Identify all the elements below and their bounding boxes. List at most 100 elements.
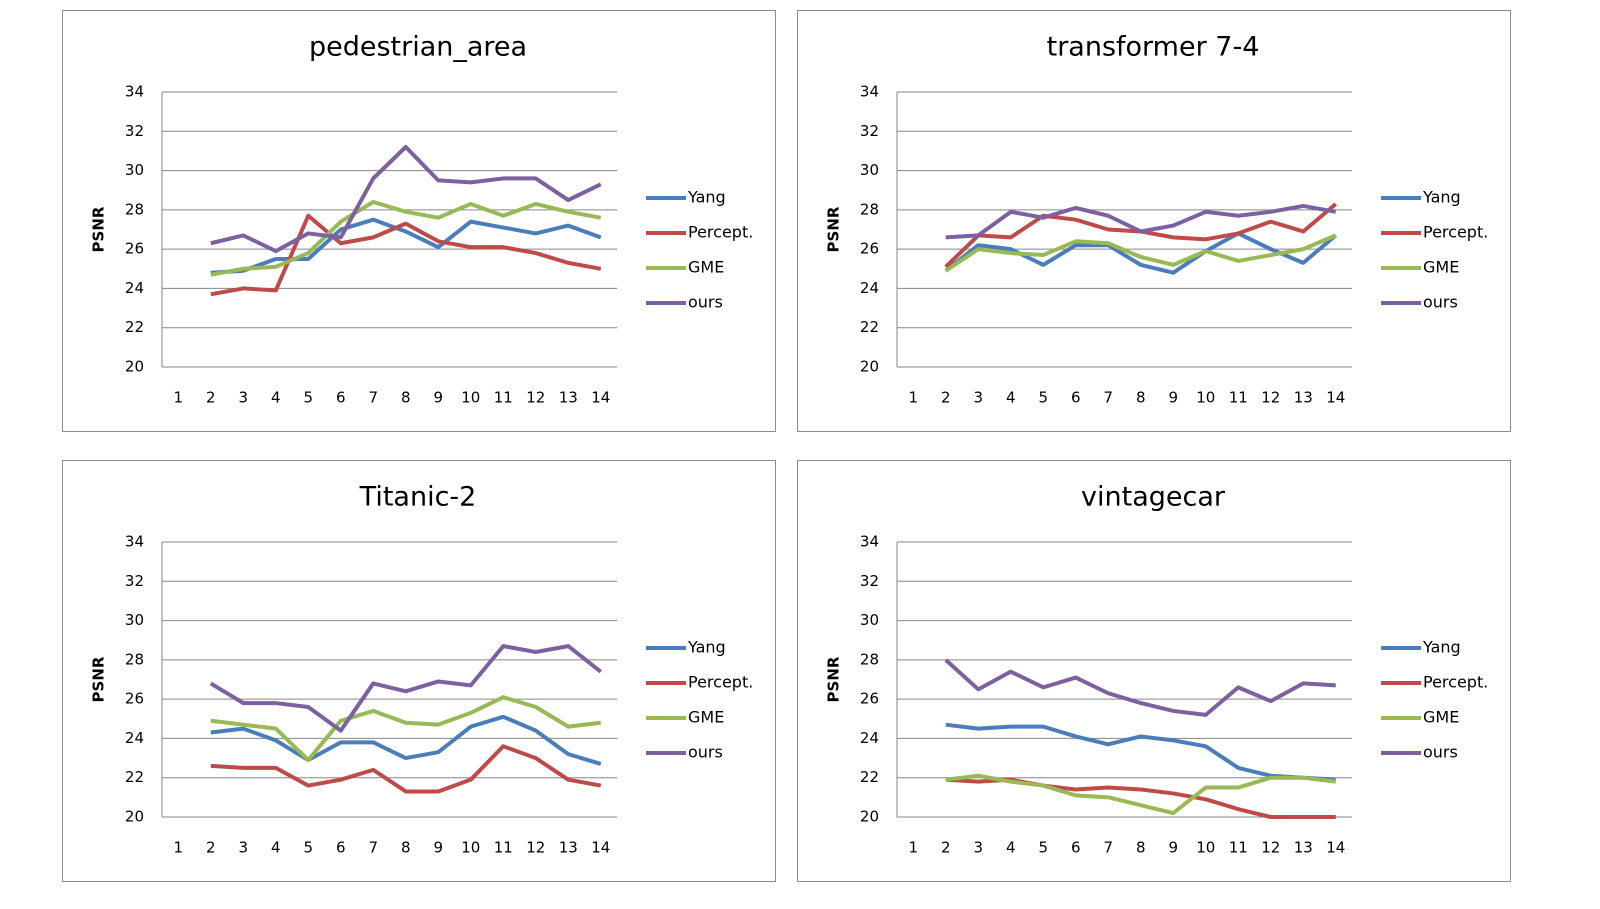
x-tick-label: 2	[941, 389, 951, 407]
x-tick-label: 1	[908, 839, 918, 857]
x-tick-label: 5	[303, 389, 313, 407]
x-tick-label: 12	[1261, 839, 1280, 857]
y-tick-label: 28	[860, 650, 879, 668]
series-line	[944, 233, 1337, 273]
x-tick-label: 3	[238, 389, 248, 407]
x-tick-label: 6	[336, 839, 346, 857]
x-tick-label: 3	[973, 389, 983, 407]
x-tick-label: 14	[591, 839, 610, 857]
y-tick-label: 28	[125, 650, 144, 668]
panel-border	[797, 10, 1511, 432]
x-tick-label: 12	[526, 389, 545, 407]
y-axis-label: PSNR	[825, 656, 843, 702]
x-tick-label: 10	[461, 389, 480, 407]
legend-label: Yang	[1422, 638, 1461, 657]
y-tick-label: 20	[125, 358, 144, 376]
x-tick-label: 9	[433, 389, 443, 407]
y-tick-label: 30	[860, 611, 879, 629]
y-tick-label: 34	[125, 533, 144, 551]
x-tick-label: 7	[368, 839, 378, 857]
panel-border	[62, 460, 776, 882]
x-tick-label: 4	[271, 839, 281, 857]
x-tick-label: 3	[238, 839, 248, 857]
y-tick-label: 20	[860, 808, 879, 826]
legend-label: GME	[688, 258, 724, 277]
x-tick-label: 8	[1136, 389, 1146, 407]
x-tick-label: 2	[941, 839, 951, 857]
x-tick-label: 11	[1229, 389, 1248, 407]
legend-label: GME	[1423, 708, 1459, 727]
x-tick-label: 1	[173, 839, 183, 857]
legend-label: ours	[688, 293, 723, 312]
legend-label: Yang	[1422, 188, 1461, 207]
legend-label: ours	[1423, 743, 1458, 762]
chart-title: pedestrian_area	[309, 32, 527, 63]
x-tick-label: 8	[401, 389, 411, 407]
x-tick-label: 10	[461, 839, 480, 857]
x-tick-label: 14	[1326, 389, 1345, 407]
y-tick-label: 24	[860, 279, 879, 297]
y-tick-label: 30	[125, 161, 144, 179]
x-tick-label: 7	[1103, 389, 1113, 407]
x-tick-label: 5	[1038, 839, 1048, 857]
legend-label: Yang	[687, 638, 726, 657]
x-tick-label: 9	[1168, 839, 1178, 857]
chart-title: transformer 7-4	[1047, 32, 1260, 63]
series-line	[209, 644, 602, 733]
y-tick-label: 28	[125, 200, 144, 218]
y-tick-label: 28	[860, 200, 879, 218]
y-tick-label: 32	[860, 122, 879, 140]
y-tick-label: 32	[860, 572, 879, 590]
x-tick-label: 12	[526, 839, 545, 857]
x-tick-label: 11	[1229, 839, 1248, 857]
series-line	[210, 714, 602, 766]
x-tick-label: 4	[1006, 839, 1016, 857]
y-tick-label: 22	[125, 318, 144, 336]
x-tick-label: 8	[401, 839, 411, 857]
y-axis-label: PSNR	[90, 656, 108, 702]
x-tick-label: 9	[433, 839, 443, 857]
y-tick-label: 32	[125, 122, 144, 140]
x-tick-label: 3	[973, 839, 983, 857]
x-tick-label: 11	[494, 389, 513, 407]
y-tick-label: 26	[125, 690, 144, 708]
legend-label: GME	[1423, 258, 1459, 277]
y-tick-label: 24	[860, 729, 879, 747]
legend-label: ours	[688, 743, 723, 762]
y-tick-label: 22	[125, 768, 144, 786]
y-tick-label: 34	[125, 83, 144, 101]
x-tick-label: 8	[1136, 839, 1146, 857]
series-line	[945, 203, 1337, 240]
legend-label: GME	[688, 708, 724, 727]
y-tick-label: 24	[125, 279, 144, 297]
x-tick-label: 6	[336, 389, 346, 407]
x-tick-label: 14	[1326, 839, 1345, 857]
legend-label: Percept.	[688, 673, 753, 692]
y-tick-label: 30	[125, 611, 144, 629]
y-tick-label: 34	[860, 533, 879, 551]
x-tick-label: 13	[1294, 389, 1313, 407]
x-tick-label: 2	[206, 389, 216, 407]
x-tick-label: 6	[1071, 389, 1081, 407]
y-tick-label: 24	[125, 729, 144, 747]
series-line	[945, 777, 1336, 819]
series-line	[210, 200, 602, 277]
series-line	[944, 658, 1336, 717]
y-tick-label: 22	[860, 768, 879, 786]
y-tick-label: 22	[860, 318, 879, 336]
y-axis-label: PSNR	[825, 206, 843, 252]
x-tick-label: 5	[1038, 389, 1048, 407]
series-line	[210, 217, 602, 275]
legend-label: Percept.	[688, 223, 753, 242]
y-tick-label: 26	[125, 240, 144, 258]
x-tick-label: 6	[1071, 839, 1081, 857]
x-tick-label: 12	[1261, 389, 1280, 407]
series-line	[945, 722, 1336, 782]
x-tick-label: 10	[1196, 389, 1215, 407]
series-line	[210, 213, 602, 297]
